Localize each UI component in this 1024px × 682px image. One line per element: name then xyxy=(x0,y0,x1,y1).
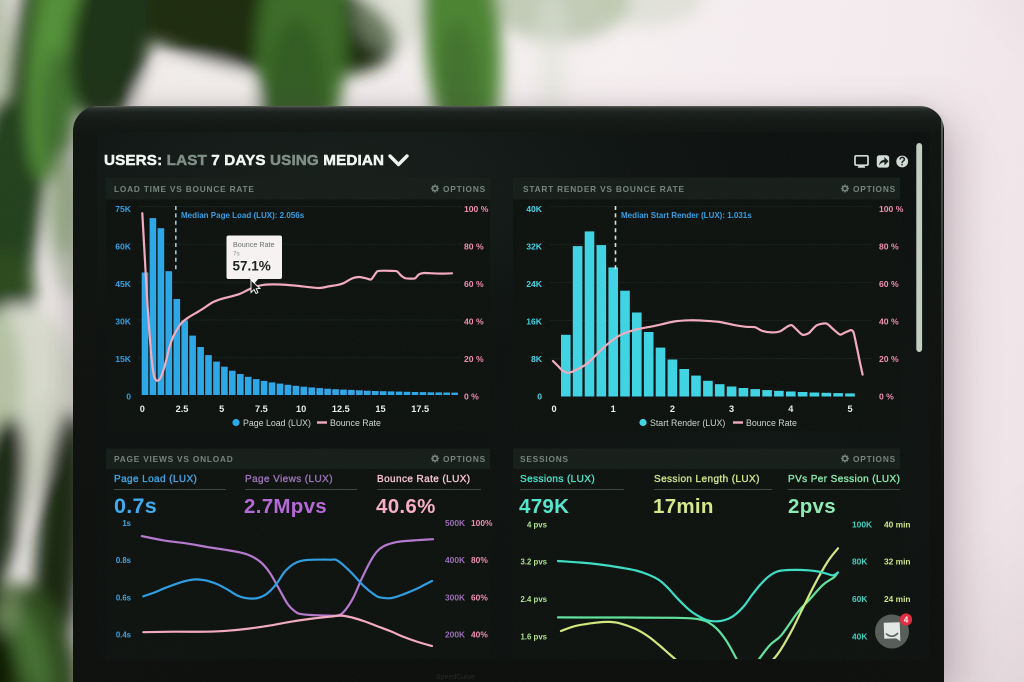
svg-text:15: 15 xyxy=(375,404,385,414)
svg-text:LOAD TIME VS BOUNCE RATE: LOAD TIME VS BOUNCE RATE xyxy=(114,184,255,194)
svg-text:PAGE VIEWS VS ONLOAD: PAGE VIEWS VS ONLOAD xyxy=(114,454,234,464)
svg-text:400K: 400K xyxy=(445,555,465,565)
svg-text:Page Load (LUX): Page Load (LUX) xyxy=(243,418,311,428)
svg-text:60 %: 60 % xyxy=(464,279,484,289)
svg-text:5: 5 xyxy=(847,404,852,414)
svg-text:Bounce Rate: Bounce Rate xyxy=(233,240,275,249)
svg-text:OPTIONS: OPTIONS xyxy=(853,454,896,464)
svg-text:4: 4 xyxy=(904,615,909,624)
svg-text:Start Render (LUX): Start Render (LUX) xyxy=(650,418,725,428)
svg-text:80%: 80% xyxy=(471,555,488,565)
svg-text:80 %: 80 % xyxy=(464,242,484,252)
svg-text:57.1%: 57.1% xyxy=(233,259,271,274)
svg-text:45K: 45K xyxy=(115,279,132,289)
svg-text:100%: 100% xyxy=(471,518,493,528)
svg-text:40.6%: 40.6% xyxy=(376,495,436,518)
svg-text:100 %: 100 % xyxy=(879,204,904,214)
svg-text:100 %: 100 % xyxy=(464,204,489,214)
svg-text:60K: 60K xyxy=(852,594,867,604)
svg-text:10: 10 xyxy=(296,404,306,414)
svg-text:3: 3 xyxy=(729,404,734,414)
svg-text:60K: 60K xyxy=(115,242,132,252)
svg-text:60 %: 60 % xyxy=(879,279,899,289)
svg-text:Session Length (LUX): Session Length (LUX) xyxy=(654,474,760,485)
svg-text:SpeedCurve: SpeedCurve xyxy=(436,674,475,681)
svg-text:479K: 479K xyxy=(519,495,569,518)
svg-text:100K: 100K xyxy=(852,520,872,530)
svg-text:4: 4 xyxy=(788,404,794,414)
svg-text:0.7s: 0.7s xyxy=(114,494,157,518)
svg-text:7s: 7s xyxy=(233,251,240,258)
svg-text:80K: 80K xyxy=(852,557,867,567)
svg-text:2.7Mpvs: 2.7Mpvs xyxy=(244,495,327,518)
svg-text:0: 0 xyxy=(537,392,542,402)
svg-text:Median Start Render (LUX): 1.0: Median Start Render (LUX): 1.031s xyxy=(621,211,752,220)
svg-text:OPTIONS: OPTIONS xyxy=(443,184,486,194)
svg-text:PVs Per Session (LUX): PVs Per Session (LUX) xyxy=(788,474,900,485)
svg-text:16K: 16K xyxy=(526,317,543,327)
svg-text:1s: 1s xyxy=(122,519,131,528)
svg-text:OPTIONS: OPTIONS xyxy=(853,184,896,194)
svg-text:Bounce Rate (LUX): Bounce Rate (LUX) xyxy=(377,474,471,485)
svg-text:20 %: 20 % xyxy=(464,354,484,364)
svg-text:30K: 30K xyxy=(115,317,132,327)
svg-text:40%: 40% xyxy=(471,630,488,640)
svg-text:80 %: 80 % xyxy=(879,242,899,252)
svg-text:0.4s: 0.4s xyxy=(116,631,132,640)
svg-text:2.4 pvs: 2.4 pvs xyxy=(521,595,548,604)
svg-text:Median Page Load (LUX): 2.056s: Median Page Load (LUX): 2.056s xyxy=(181,211,305,220)
svg-text:2.5: 2.5 xyxy=(176,404,189,414)
svg-text:0.6s: 0.6s xyxy=(116,594,132,603)
svg-text:12.5: 12.5 xyxy=(332,404,350,414)
svg-text:32 min: 32 min xyxy=(884,557,911,567)
svg-text:24 min: 24 min xyxy=(884,594,911,604)
svg-text:75K: 75K xyxy=(115,204,132,214)
svg-text:17.5: 17.5 xyxy=(411,404,429,414)
svg-text:0: 0 xyxy=(126,392,131,402)
svg-text:OPTIONS: OPTIONS xyxy=(443,454,486,464)
svg-text:17min: 17min xyxy=(653,495,714,518)
svg-text:4 pvs: 4 pvs xyxy=(527,521,548,530)
svg-text:40K: 40K xyxy=(852,632,867,642)
svg-text:START RENDER VS BOUNCE RATE: START RENDER VS BOUNCE RATE xyxy=(523,184,685,194)
svg-text:2pvs: 2pvs xyxy=(788,495,836,518)
svg-text:2: 2 xyxy=(670,404,675,414)
svg-text:Sessions (LUX): Sessions (LUX) xyxy=(520,474,595,485)
svg-text:Page Views (LUX): Page Views (LUX) xyxy=(245,474,333,485)
svg-text:0 %: 0 % xyxy=(464,392,479,402)
svg-text:Page Load (LUX): Page Load (LUX) xyxy=(114,474,197,485)
svg-text:8K: 8K xyxy=(531,354,543,364)
svg-text:SESSIONS: SESSIONS xyxy=(520,454,569,464)
svg-text:500K: 500K xyxy=(445,518,465,528)
svg-text:40 %: 40 % xyxy=(464,317,484,327)
svg-text:40 %: 40 % xyxy=(879,317,899,327)
svg-text:40K: 40K xyxy=(526,204,543,214)
svg-text:300K: 300K xyxy=(445,593,465,603)
svg-text:Bounce Rate: Bounce Rate xyxy=(330,418,381,428)
svg-text:1.6 pvs: 1.6 pvs xyxy=(521,633,548,642)
svg-text:60%: 60% xyxy=(471,593,488,603)
svg-text:200K: 200K xyxy=(445,630,465,640)
svg-text:40 min: 40 min xyxy=(884,520,911,530)
svg-text:0 %: 0 % xyxy=(879,392,894,402)
svg-text:1: 1 xyxy=(611,404,616,414)
svg-text:0: 0 xyxy=(551,404,556,414)
svg-text:Bounce Rate: Bounce Rate xyxy=(746,418,797,428)
svg-text:7.5: 7.5 xyxy=(255,404,268,414)
svg-text:0: 0 xyxy=(140,404,145,414)
svg-text:3.2 pvs: 3.2 pvs xyxy=(521,558,548,567)
svg-text:USERS: LAST 7 DAYS USING MEDIA: USERS: LAST 7 DAYS USING MEDIAN xyxy=(104,152,384,169)
svg-text:0.8s: 0.8s xyxy=(116,556,132,565)
svg-text:15K: 15K xyxy=(115,354,132,364)
svg-text:5: 5 xyxy=(219,404,224,414)
svg-text:24K: 24K xyxy=(526,279,543,289)
svg-text:32K: 32K xyxy=(526,242,543,252)
svg-text:20 %: 20 % xyxy=(879,354,899,364)
